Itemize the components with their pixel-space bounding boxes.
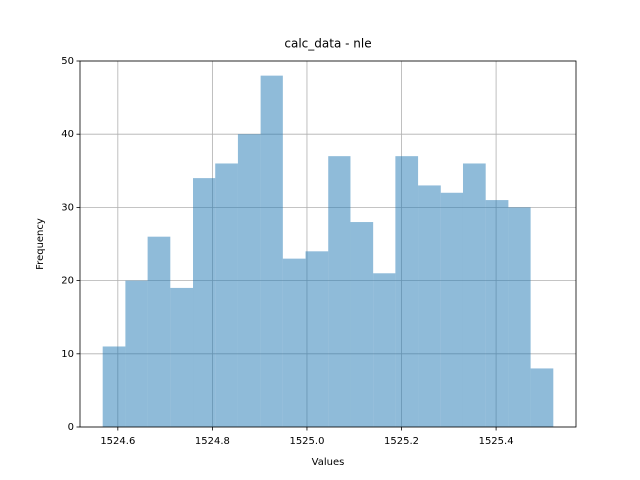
bar bbox=[260, 75, 283, 427]
plot-frame bbox=[79, 60, 577, 428]
x-tick-label: 1524.6 bbox=[100, 436, 135, 447]
bar bbox=[373, 273, 396, 427]
y-tick-label: 30 bbox=[61, 202, 74, 213]
y-tick-label: 50 bbox=[61, 56, 74, 67]
y-tick-label: 0 bbox=[68, 422, 74, 433]
bar bbox=[305, 251, 329, 427]
bar bbox=[485, 200, 509, 427]
bar bbox=[508, 207, 531, 427]
y-axis-label: Frequency bbox=[35, 218, 46, 270]
bar bbox=[102, 346, 126, 427]
bar bbox=[170, 287, 194, 427]
x-tick-label: 1525.0 bbox=[289, 436, 324, 447]
y-tick-label: 10 bbox=[61, 349, 74, 360]
bar bbox=[193, 178, 216, 427]
bar bbox=[418, 185, 441, 427]
bar bbox=[440, 192, 463, 427]
x-axis-label: Values bbox=[312, 457, 345, 468]
x-tick-label: 1524.8 bbox=[195, 436, 230, 447]
bar bbox=[215, 163, 238, 428]
bar bbox=[125, 280, 148, 427]
bar bbox=[395, 156, 419, 427]
bar bbox=[328, 156, 351, 427]
bar bbox=[462, 163, 486, 428]
bar bbox=[282, 258, 306, 427]
x-tick-label: 1525.2 bbox=[384, 436, 419, 447]
bar bbox=[237, 134, 261, 427]
chart-title: calc_data - nle bbox=[284, 37, 371, 51]
y-tick-label: 40 bbox=[61, 129, 74, 140]
y-tick-label: 20 bbox=[61, 276, 74, 287]
x-tick-label: 1525.4 bbox=[479, 436, 514, 447]
bar bbox=[350, 222, 374, 427]
bar bbox=[147, 236, 171, 427]
bar bbox=[530, 368, 554, 427]
